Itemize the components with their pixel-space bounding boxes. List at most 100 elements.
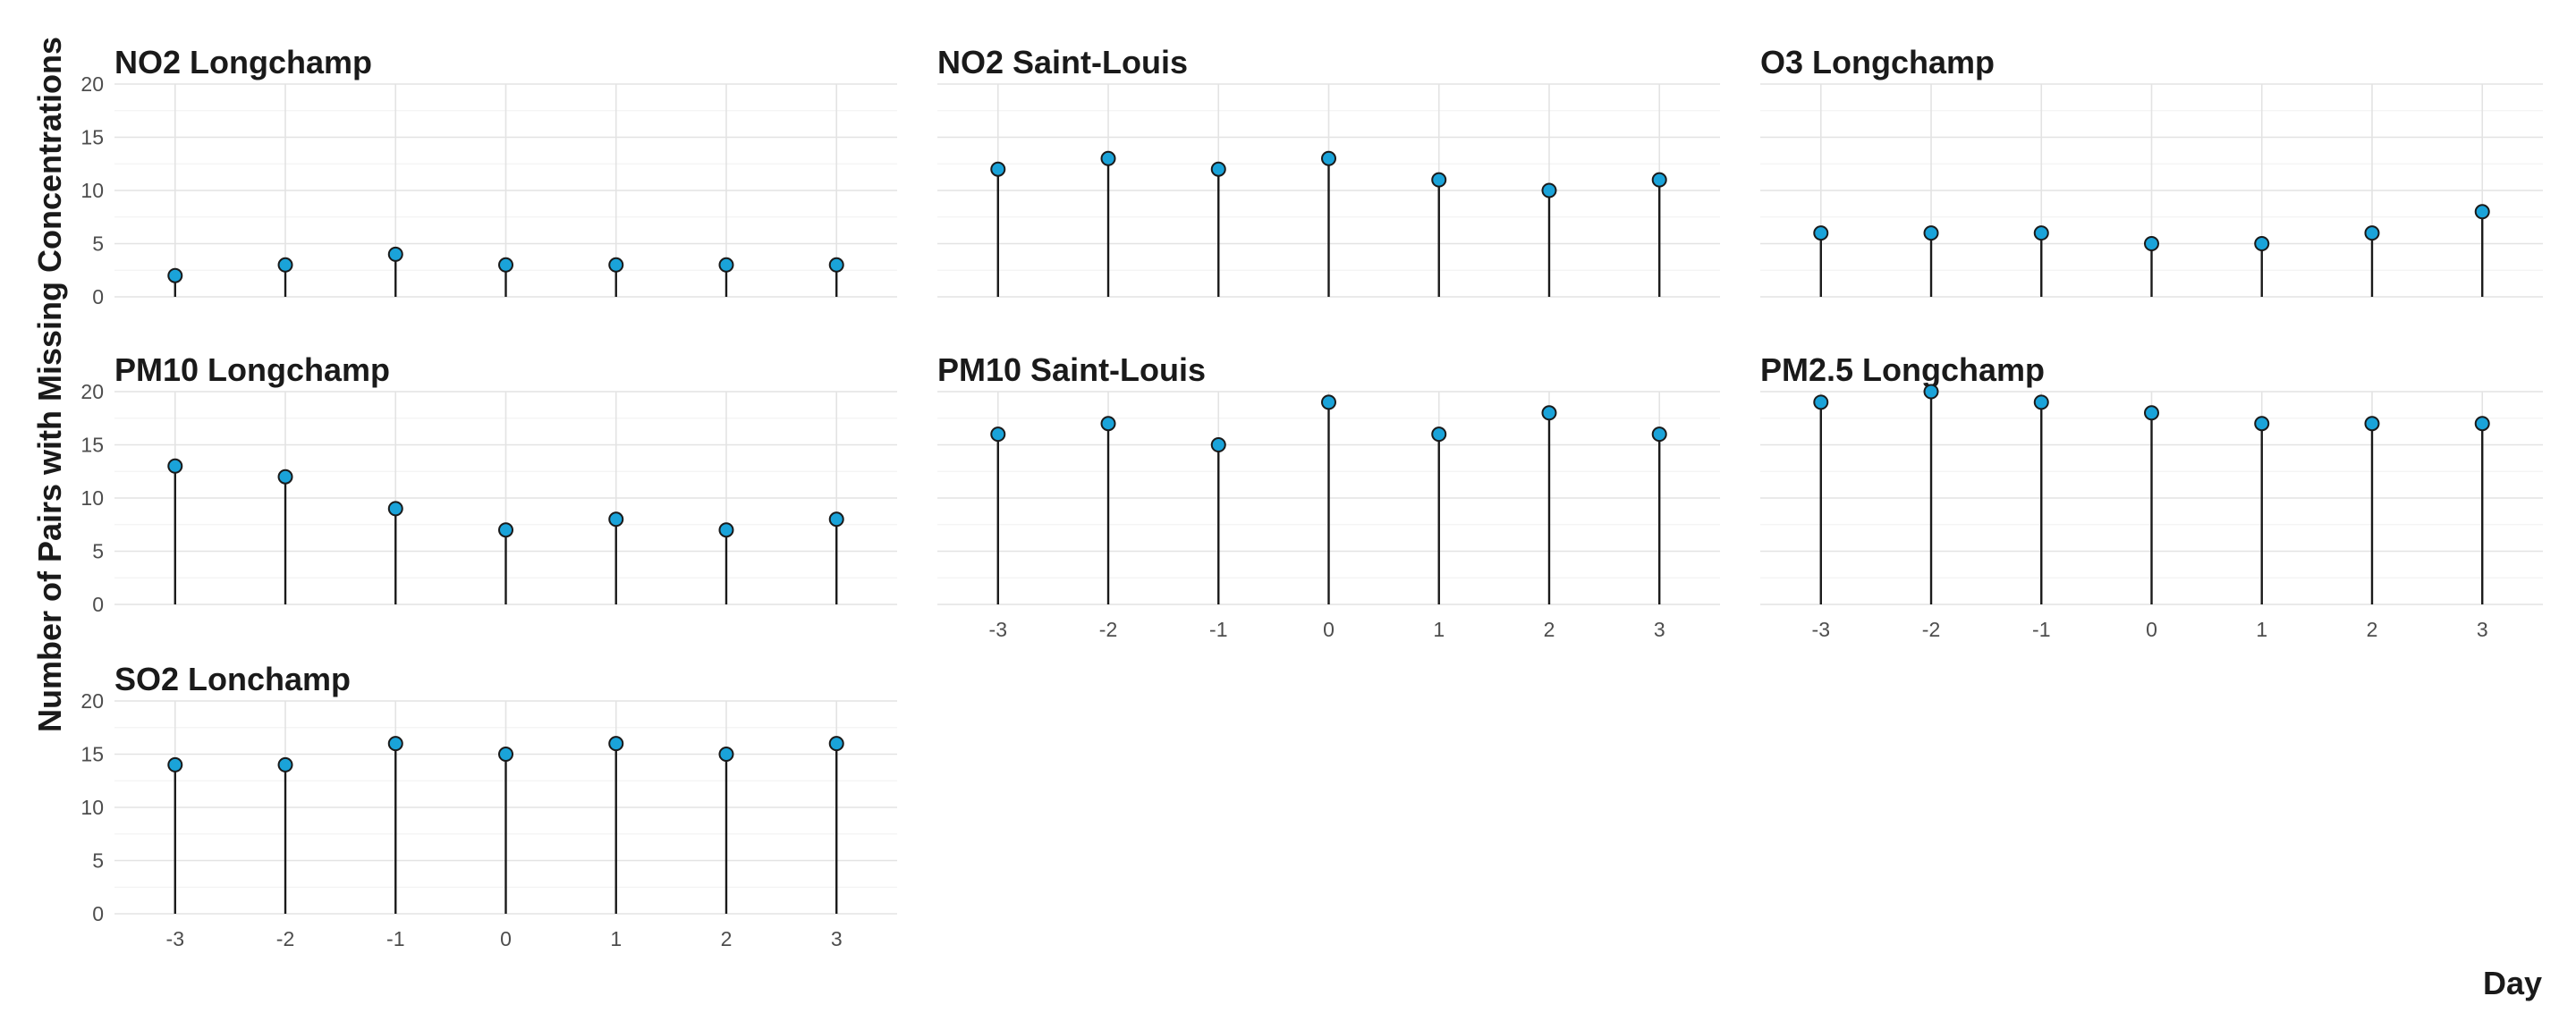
y-tick-label: 20 bbox=[80, 380, 104, 403]
lollipop-point bbox=[277, 257, 293, 273]
x-tick-label: 0 bbox=[2146, 618, 2157, 641]
panel-1: NO2 Saint-Louis bbox=[937, 44, 1720, 298]
lollipop-point bbox=[1651, 426, 1667, 443]
x-tick-label: -1 bbox=[1209, 618, 1227, 641]
x-tick-label: -3 bbox=[166, 927, 184, 950]
lollipop-point bbox=[718, 257, 734, 273]
lollipop-point bbox=[387, 246, 403, 262]
x-tick-label: -2 bbox=[276, 927, 294, 950]
lollipop-point bbox=[1813, 225, 1829, 241]
x-tick-label: -1 bbox=[386, 927, 404, 950]
lollipop-point bbox=[2144, 236, 2159, 251]
lollipop-point bbox=[1210, 437, 1226, 452]
y-tick-label: 0 bbox=[92, 593, 104, 616]
panel-title: PM2.5 Longchamp bbox=[1760, 351, 2045, 388]
y-tick-label: 20 bbox=[80, 72, 104, 96]
lollipop-point bbox=[990, 426, 1006, 443]
lollipop-point bbox=[167, 756, 183, 772]
x-axis-title: Day bbox=[2483, 965, 2542, 1001]
lollipop-point bbox=[2254, 416, 2270, 432]
lollipop-point bbox=[277, 756, 293, 772]
panel-2: O3 Longchamp bbox=[1760, 44, 2543, 298]
lollipop-point bbox=[1541, 405, 1557, 421]
lollipop-point bbox=[498, 522, 513, 538]
lollipop-point bbox=[718, 747, 734, 762]
lollipop-point bbox=[2254, 236, 2270, 251]
lollipop-point bbox=[1321, 150, 1336, 166]
panel-6: SO2 Lonchamp 0 5 10 15 20 -3 -2 -1 0 1 2 3 bbox=[80, 661, 897, 950]
y-tick-label: 10 bbox=[80, 796, 104, 819]
x-tick-label: -2 bbox=[1099, 618, 1117, 641]
lollipop-point bbox=[608, 736, 624, 752]
panel-4: PM10 Saint-Louis -3 -2 -1 0 1 2 3 bbox=[937, 351, 1720, 641]
panel-title: NO2 Longchamp bbox=[114, 44, 372, 80]
x-tick-label: -3 bbox=[1812, 618, 1830, 641]
x-tick-label: 1 bbox=[2256, 618, 2267, 641]
y-axis-title: Number of Pairs with Missing Concentrati… bbox=[31, 37, 68, 732]
y-tick-label: 5 bbox=[92, 849, 104, 873]
y-tick-label: 0 bbox=[92, 902, 104, 925]
lollipop-point bbox=[2033, 225, 2049, 241]
lollipop-point bbox=[1431, 172, 1447, 188]
x-tick-label: 0 bbox=[1323, 618, 1335, 641]
x-tick-label: 3 bbox=[1654, 618, 1665, 641]
lollipop-point bbox=[1923, 384, 1939, 400]
y-tick-label: 15 bbox=[80, 126, 104, 149]
x-tick-label: -3 bbox=[989, 618, 1007, 641]
lollipop-point bbox=[2364, 225, 2380, 241]
lollipop-point bbox=[828, 257, 844, 273]
y-tick-label: 15 bbox=[80, 743, 104, 766]
x-tick-label: 3 bbox=[831, 927, 843, 950]
x-tick-label: -2 bbox=[1922, 618, 1940, 641]
lollipop-point bbox=[828, 511, 844, 528]
y-tick-label: 10 bbox=[80, 486, 104, 510]
x-tick-label: 2 bbox=[2367, 618, 2378, 641]
panel-5: PM2.5 Longchamp -3 -2 -1 0 1 2 3 bbox=[1760, 351, 2543, 641]
panel-3: PM10 Longchamp 0 5 10 15 20 bbox=[80, 351, 897, 616]
lollipop-point bbox=[1541, 182, 1557, 198]
y-tick-label: 5 bbox=[92, 232, 104, 256]
lollipop-point bbox=[167, 458, 183, 474]
lollipop-point bbox=[1100, 150, 1116, 166]
lollipop-point bbox=[608, 257, 624, 273]
lollipop-point bbox=[1813, 394, 1829, 410]
lollipop-point bbox=[387, 501, 403, 517]
lollipop-point bbox=[1651, 172, 1667, 188]
x-tick-label: 1 bbox=[610, 927, 622, 950]
lollipop-point bbox=[2474, 416, 2490, 432]
lollipop-point bbox=[2364, 416, 2380, 432]
x-tick-label: 0 bbox=[500, 927, 512, 950]
lollipop-point bbox=[828, 736, 844, 752]
panel-title: PM10 Saint-Louis bbox=[937, 351, 1206, 388]
y-tick-label: 20 bbox=[80, 689, 104, 713]
x-tick-label: 2 bbox=[1544, 618, 1555, 641]
panel-title: PM10 Longchamp bbox=[114, 351, 390, 388]
lollipop-point bbox=[1100, 416, 1116, 432]
panel-title: SO2 Lonchamp bbox=[114, 661, 351, 697]
lollipop-point bbox=[387, 736, 403, 752]
x-tick-label: 2 bbox=[721, 927, 733, 950]
lollipop-point bbox=[167, 267, 183, 283]
x-tick-label: 3 bbox=[2477, 618, 2488, 641]
panel-title: O3 Longchamp bbox=[1760, 44, 1995, 80]
lollipop-point bbox=[498, 747, 513, 762]
x-tick-label: -1 bbox=[2032, 618, 2050, 641]
lollipop-point bbox=[498, 257, 513, 273]
lollipop-point bbox=[277, 469, 293, 485]
lollipop-point bbox=[608, 511, 624, 528]
y-tick-label: 10 bbox=[80, 179, 104, 202]
y-tick-label: 0 bbox=[92, 285, 104, 308]
lollipop-point bbox=[1210, 161, 1226, 177]
lollipop-point bbox=[1321, 394, 1336, 410]
lollipop-point bbox=[718, 522, 734, 538]
lollipop-point bbox=[990, 161, 1006, 177]
lollipop-point bbox=[2474, 204, 2490, 220]
lollipop-point bbox=[2144, 405, 2159, 421]
y-tick-label: 15 bbox=[80, 434, 104, 457]
x-tick-label: 1 bbox=[1433, 618, 1445, 641]
lollipop-point bbox=[1431, 426, 1447, 443]
panel-0: NO2 Longchamp 0 5 10 15 20 bbox=[80, 44, 897, 308]
lollipop-point bbox=[1923, 225, 1939, 241]
